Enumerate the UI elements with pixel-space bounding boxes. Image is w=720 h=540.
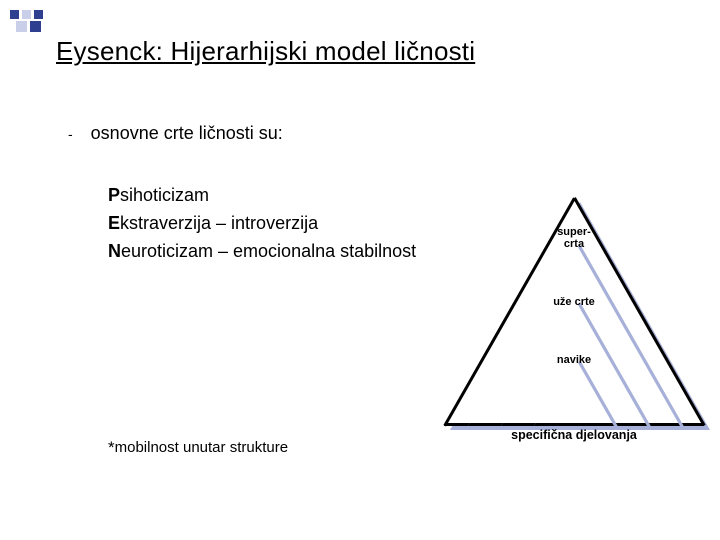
pyramid-level-2-label: uže crte — [553, 296, 595, 308]
deco-square — [10, 10, 19, 19]
pyramid-level-1-label: super-crta — [557, 226, 591, 250]
footnote-text: mobilnost unutar strukture — [115, 439, 288, 456]
trait-initial-2: E — [108, 213, 120, 233]
trait-initial-1: P — [108, 185, 120, 205]
intro-text: osnovne crte ličnosti su: — [91, 123, 283, 144]
trait-line-3: Neuroticizam – emocionalna stabilnost — [108, 238, 416, 266]
trait-rest-1: sihoticizam — [120, 185, 209, 205]
trait-line-1: Psihoticizam — [108, 182, 416, 210]
page-title: Eysenck: Hijerarhijski model ličnosti — [56, 36, 475, 66]
pyramid-level-4-label: specifična djelovanja — [511, 428, 637, 442]
bullet-dash: - — [68, 126, 73, 142]
trait-initial-3: N — [108, 241, 121, 261]
trait-rest-2: kstraverzija – introverzija — [120, 213, 318, 233]
trait-line-2: Ekstraverzija – introverzija — [108, 210, 416, 238]
traits-list: Psihoticizam Ekstraverzija – introverzij… — [108, 182, 416, 266]
deco-square — [34, 10, 43, 19]
pyramid-diagram: super-crta uže crte navike — [444, 198, 704, 428]
footnote: *mobilnost unutar strukture — [108, 438, 288, 458]
trait-rest-3: euroticizam – emocionalna stabilnost — [121, 241, 416, 261]
deco-square — [22, 10, 31, 19]
deco-square — [30, 21, 41, 32]
intro-row: - osnovne crte ličnosti su: — [68, 123, 664, 144]
footnote-marker: * — [108, 438, 115, 457]
pyramid-caption-row: specifična djelovanja — [444, 426, 704, 444]
deco-square — [16, 21, 27, 32]
title-container: Eysenck: Hijerarhijski model ličnosti — [56, 36, 664, 67]
pyramid-level-3-label: navike — [557, 354, 591, 366]
corner-decoration — [6, 4, 86, 34]
